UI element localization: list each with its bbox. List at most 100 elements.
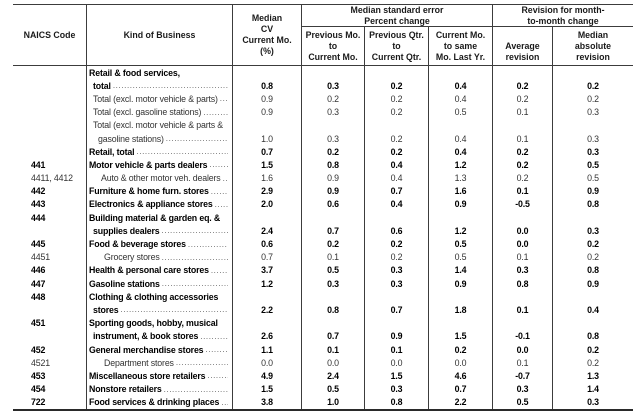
median-cv-value: 2.0 xyxy=(233,197,302,212)
avg-revision-value: 0.2 xyxy=(493,79,553,93)
se-prev-qtr-value: 0.4 xyxy=(365,197,429,212)
naics-code xyxy=(13,329,87,343)
se-prev-qtr-value: 0.9 xyxy=(365,329,429,343)
table-row: Total (excl. motor vehicle & parts & xyxy=(13,118,633,132)
business-name: General merchandise stores xyxy=(89,344,204,355)
business-name: Clothing & clothing accessories xyxy=(89,291,219,302)
dotted-leader: ........................................… xyxy=(210,186,228,196)
avg-revision-value: -0.5 xyxy=(493,197,553,212)
business-name-cell: Grocery stores .........................… xyxy=(87,250,233,264)
se-curr-mo-value xyxy=(429,290,493,304)
se-curr-mo-value: 0.5 xyxy=(429,105,493,119)
avg-revision-value: -0.7 xyxy=(493,369,553,383)
median-cv-value: 0.8 xyxy=(233,79,302,93)
se-prev-mo-value: 0.5 xyxy=(302,382,365,396)
median-cv-value: 3.7 xyxy=(233,263,302,277)
table-row: 448 Clothing & clothing accessories xyxy=(13,290,633,304)
se-curr-mo-value: 0.9 xyxy=(429,277,493,291)
naics-code xyxy=(13,145,87,159)
naics-code xyxy=(13,303,87,317)
naics-code: 442 xyxy=(13,184,87,198)
table-row: Total (excl. gasoline stations) ........… xyxy=(13,105,633,119)
naics-code: 445 xyxy=(13,237,87,251)
business-name-cell: Total (excl. motor vehicle & parts) ....… xyxy=(87,92,233,106)
table-row: 444 Building material & garden eq. & xyxy=(13,211,633,225)
business-name: instrument, & book stores xyxy=(93,331,199,342)
median-cv-value: 1.1 xyxy=(233,342,302,357)
table-row: 452 General merchandise stores .........… xyxy=(13,342,633,357)
header-naics-code: NAICS Code xyxy=(13,5,87,65)
table-row: 441 Motor vehicle & parts dealers ......… xyxy=(13,158,633,172)
business-name-cell: stores .................................… xyxy=(87,303,233,317)
se-prev-qtr-value: 0.3 xyxy=(365,382,429,396)
med-abs-revision-value: 0.3 xyxy=(587,133,599,144)
se-curr-mo-value: 1.2 xyxy=(429,158,493,172)
business-name-cell: Motor vehicle & parts dealers ..........… xyxy=(87,158,233,172)
avg-revision-value: 0.2 xyxy=(493,171,553,185)
avg-revision-value: 0.1 xyxy=(493,105,553,119)
business-name: Auto & other motor veh. dealers xyxy=(101,173,221,184)
se-prev-mo-value: 0.3 xyxy=(302,131,365,146)
business-name-cell: Nonstore retailers .....................… xyxy=(87,382,233,396)
se-prev-mo-value xyxy=(302,290,365,304)
se-prev-mo-value: 0.2 xyxy=(302,145,365,159)
med-abs-revision-value: 0.4 xyxy=(587,304,599,315)
se-curr-mo-value: 0.4 xyxy=(429,79,493,93)
se-prev-qtr-value: 0.2 xyxy=(365,79,429,93)
dotted-leader: ........................................… xyxy=(136,147,228,157)
se-prev-mo-value: 0.2 xyxy=(302,237,365,251)
se-curr-mo-value: 0.4 xyxy=(429,92,493,106)
se-prev-mo-value: 0.0 xyxy=(302,356,365,370)
median-cv-value: 3.8 xyxy=(233,395,302,409)
business-name-cell: total ..................................… xyxy=(87,79,233,93)
business-name: Total (excl. motor vehicle & parts) xyxy=(93,93,218,104)
dotted-leader: ........................................… xyxy=(210,265,228,275)
se-prev-qtr-value: 0.1 xyxy=(365,342,429,357)
naics-code: 4411, 4412 xyxy=(13,171,87,185)
business-name-cell: gasoline stations) .....................… xyxy=(87,131,233,146)
dotted-leader: ........................................… xyxy=(203,107,228,117)
dotted-leader: ........................................… xyxy=(207,371,228,381)
se-prev-mo-value: 1.0 xyxy=(302,395,365,409)
med-abs-revision-value: 0.3 xyxy=(587,107,599,118)
business-name-cell: Clothing & clothing accessories xyxy=(87,290,233,304)
se-prev-qtr-value: 0.2 xyxy=(365,131,429,146)
med-abs-revision-value: 0.3 xyxy=(587,146,599,157)
med-abs-revision-value: 1.3 xyxy=(587,370,599,381)
business-name-cell: Gasoline stations ......................… xyxy=(87,277,233,291)
header-median-cv: Median CV Current Mo. (%) xyxy=(233,5,302,65)
naics-code xyxy=(13,66,87,80)
se-prev-mo-value: 0.2 xyxy=(302,92,365,106)
dotted-leader: ........................................… xyxy=(222,173,228,183)
table-body: Retail & food services, total ..........… xyxy=(13,66,633,411)
se-curr-mo-value: 0.4 xyxy=(429,145,493,159)
se-prev-qtr-value: 0.7 xyxy=(365,184,429,198)
med-abs-revision-value xyxy=(553,119,633,132)
med-abs-revision-value: 0.9 xyxy=(587,186,599,197)
avg-revision-value: 0.2 xyxy=(493,145,553,159)
se-prev-qtr-value xyxy=(365,66,429,80)
avg-revision-value: 0.1 xyxy=(493,250,553,264)
se-curr-mo-value xyxy=(429,118,493,132)
table-row: 447 Gasoline stations ..................… xyxy=(13,277,633,291)
naics-code: 453 xyxy=(13,369,87,383)
business-name-cell: General merchandise stores .............… xyxy=(87,342,233,357)
business-name: Grocery stores xyxy=(104,252,160,263)
table-row: 443 Electronics & appliance stores .....… xyxy=(13,197,633,212)
median-cv-value xyxy=(233,118,302,132)
naics-code xyxy=(13,118,87,132)
dotted-leader: ........................................… xyxy=(175,358,228,368)
se-prev-qtr-value: 0.8 xyxy=(365,395,429,409)
table-row: 445 Food & beverage stores .............… xyxy=(13,237,633,251)
naics-code xyxy=(13,131,87,146)
se-curr-mo-value: 1.8 xyxy=(429,303,493,317)
se-curr-mo-value xyxy=(429,66,493,80)
avg-revision-value: 0.1 xyxy=(493,356,553,370)
median-cv-value: 2.2 xyxy=(233,303,302,317)
median-cv-value xyxy=(233,316,302,330)
se-curr-mo-value: 1.2 xyxy=(429,224,493,238)
se-curr-mo-value: 1.5 xyxy=(429,329,493,343)
naics-code: 446 xyxy=(13,263,87,277)
naics-code: 4521 xyxy=(13,356,87,370)
med-abs-revision-value: 0.3 xyxy=(587,225,599,236)
